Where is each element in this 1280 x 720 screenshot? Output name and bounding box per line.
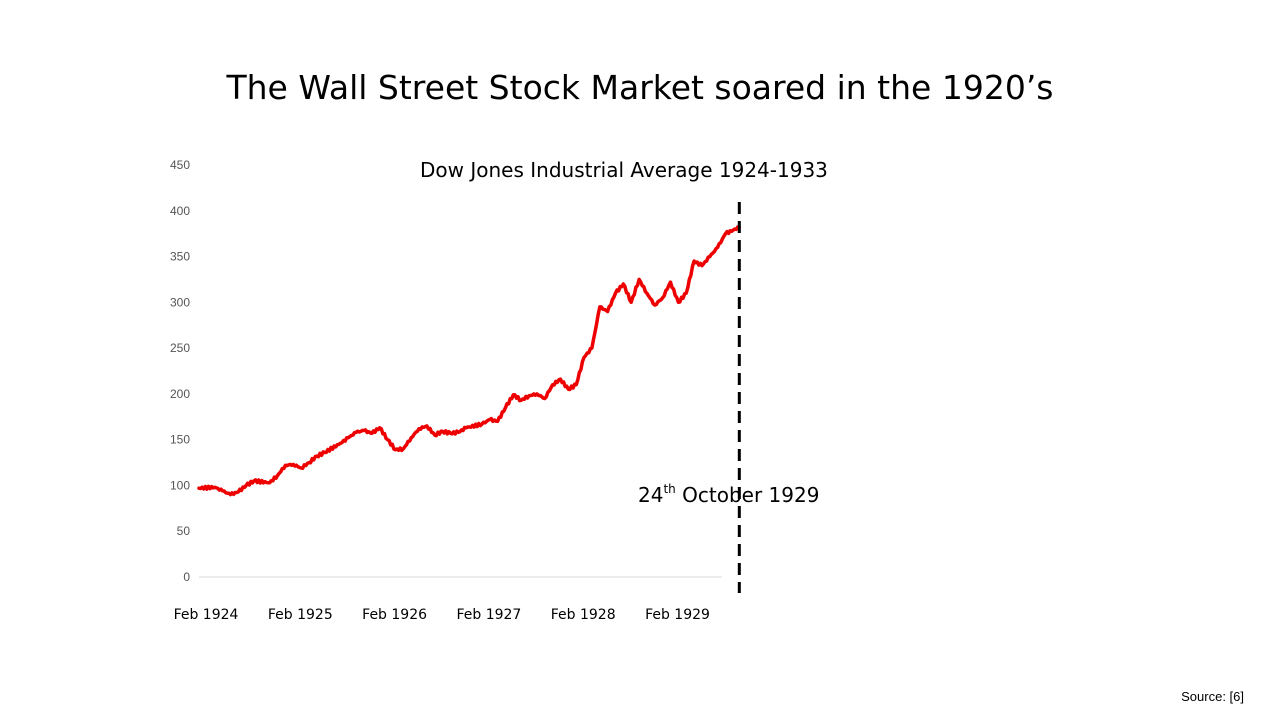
x-tick-label: Feb 1926: [362, 607, 427, 623]
dow-jones-series-line: [197, 225, 742, 497]
y-tick-label: 0: [183, 570, 190, 584]
crash-date-month-year: October 1929: [675, 483, 820, 507]
y-tick-label: 400: [170, 204, 190, 218]
crash-date-label: 24th October 1929: [638, 482, 838, 508]
y-tick-label: 50: [177, 524, 191, 538]
x-tick-label: Feb 1924: [174, 607, 239, 623]
y-tick-label: 350: [170, 250, 190, 264]
y-tick-label: 300: [170, 295, 190, 309]
x-axis: Feb 1924 Feb 1925 Feb 1926 Feb 1927 Feb 1928…: [174, 607, 710, 623]
y-tick-label: 200: [170, 387, 190, 401]
chart-title: Dow Jones Industrial Average 1924-1933: [420, 158, 828, 182]
y-tick-label: 150: [170, 433, 190, 447]
x-tick-label: Feb 1928: [551, 607, 616, 623]
y-tick-label: 450: [170, 158, 190, 172]
crash-date-day: 24: [638, 483, 664, 507]
crash-date-ordinal: th: [663, 482, 676, 496]
x-tick-label: Feb 1925: [268, 607, 333, 623]
x-tick-label: Feb 1929: [645, 607, 710, 623]
y-tick-label: 250: [170, 341, 190, 355]
y-axis: 0 50 100 150 200 250 300 350 400 450: [170, 158, 190, 584]
y-tick-label: 100: [170, 478, 190, 492]
x-tick-label: Feb 1927: [456, 607, 521, 623]
source-citation: Source: [6]: [1181, 689, 1244, 704]
slide-title: The Wall Street Stock Market soared in t…: [226, 68, 1054, 107]
